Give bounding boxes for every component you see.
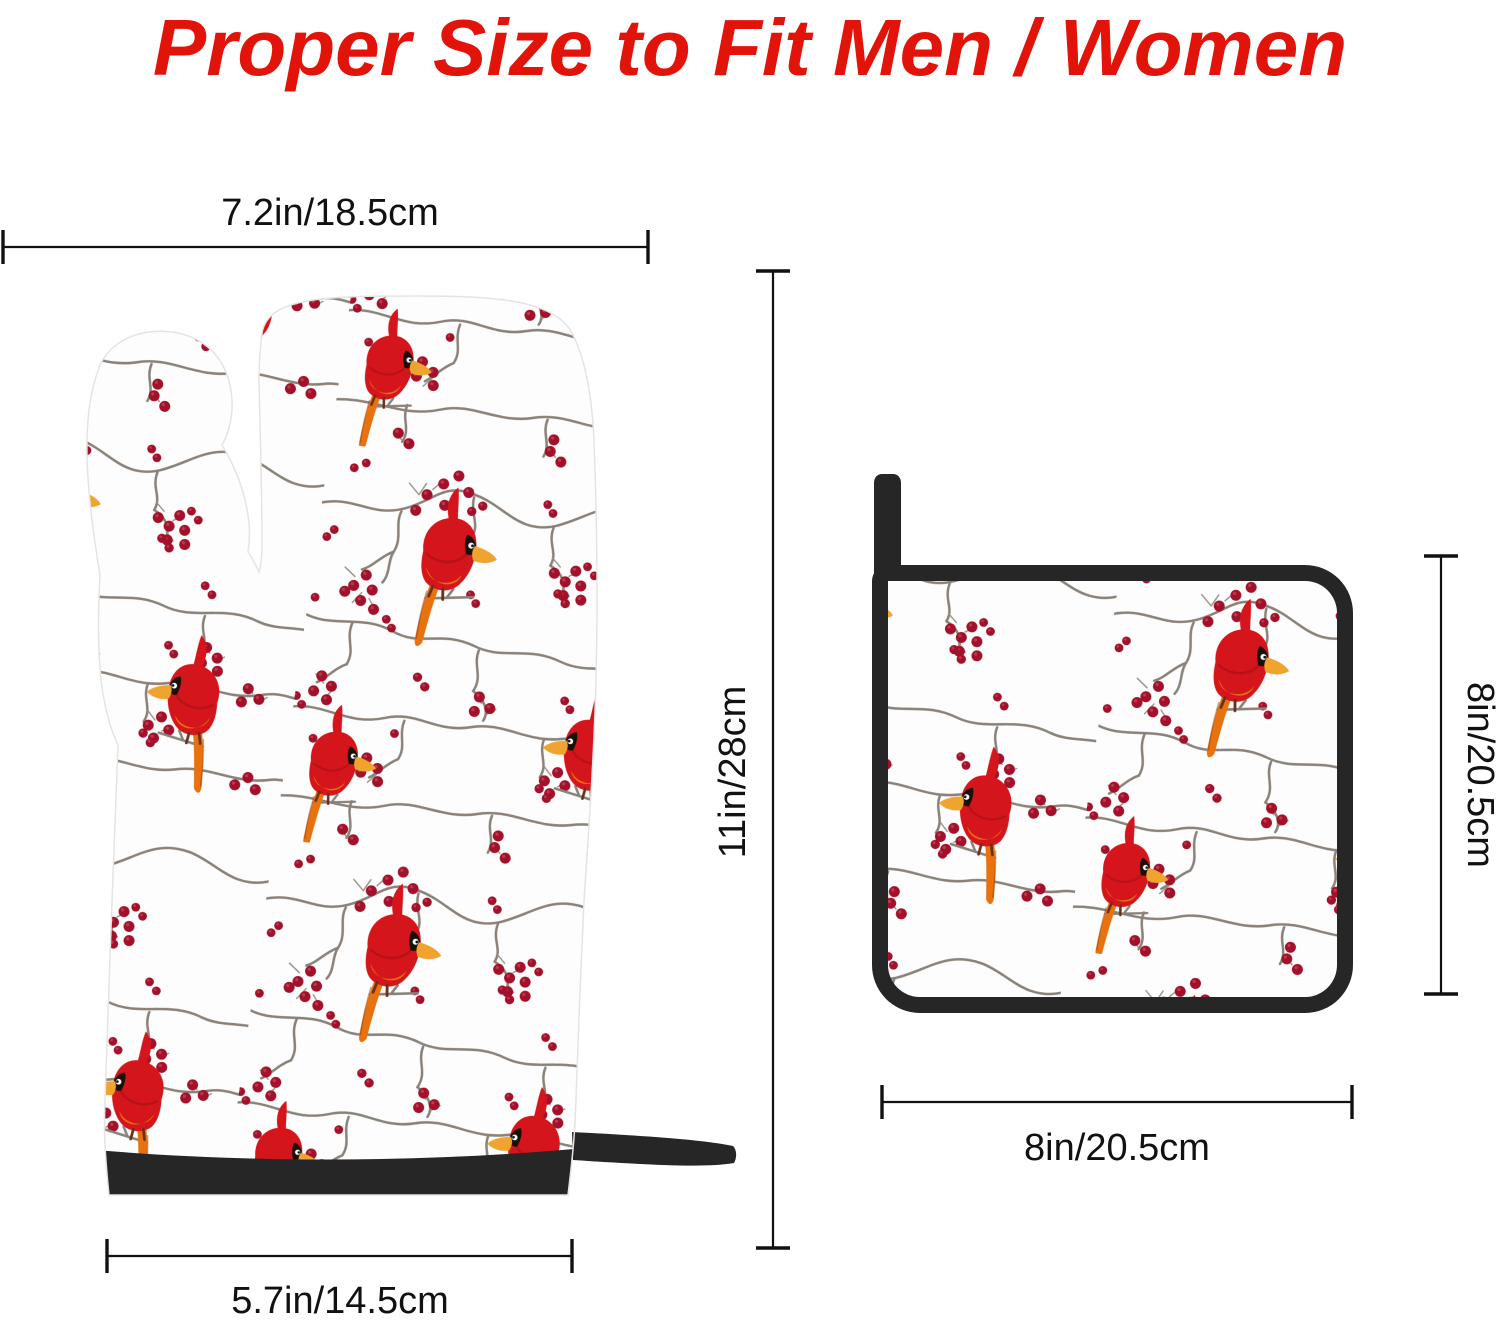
svg-text:7.2in/18.5cm: 7.2in/18.5cm: [221, 192, 439, 234]
svg-text:8in/20.5cm: 8in/20.5cm: [1459, 682, 1500, 868]
svg-text:8in/20.5cm: 8in/20.5cm: [1024, 1127, 1210, 1169]
svg-text:11in/28cm: 11in/28cm: [712, 686, 754, 859]
svg-text:5.7in/14.5cm: 5.7in/14.5cm: [231, 1280, 449, 1322]
